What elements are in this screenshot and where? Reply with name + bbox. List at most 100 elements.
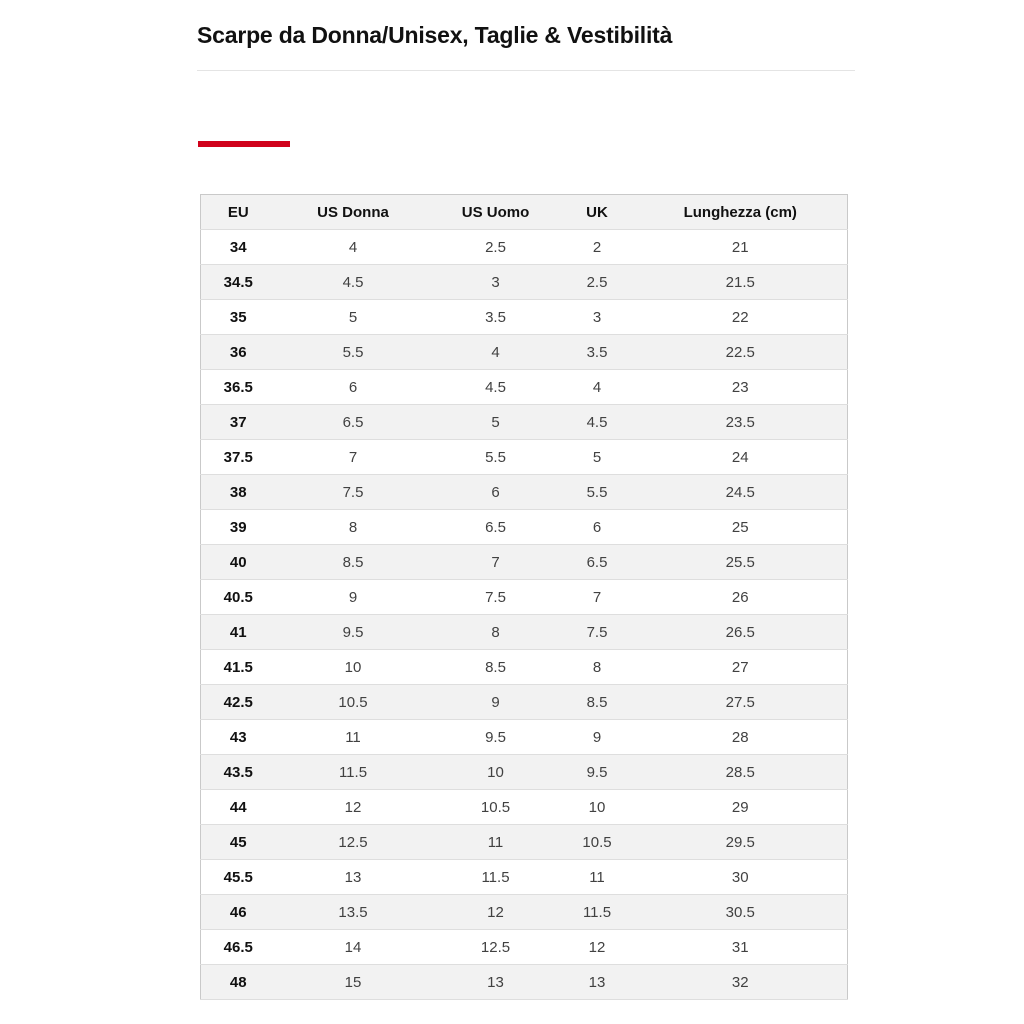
table-row: 34 4 2.5 2 21: [200, 229, 848, 266]
cell-value: 12.5: [430, 929, 561, 966]
cell-value: 22.5: [633, 334, 848, 371]
table-row: 43.5 11.5 10 9.5 28.5: [200, 754, 848, 791]
cell-eu-size: 43: [200, 719, 276, 756]
cell-value: 25.5: [633, 544, 848, 581]
cell-value: 4: [430, 334, 561, 371]
cell-eu-size: 45.5: [200, 859, 276, 896]
cell-eu-size: 40.5: [200, 579, 276, 616]
cell-value: 4.5: [560, 404, 634, 441]
cell-value: 13: [560, 964, 634, 1001]
cell-eu-size: 35: [200, 299, 276, 336]
cell-value: 8: [560, 649, 634, 686]
cell-eu-size: 44: [200, 789, 276, 826]
cell-value: 3: [560, 299, 634, 336]
cell-value: 30.5: [633, 894, 848, 931]
cell-value: 5.5: [275, 334, 431, 371]
cell-value: 28: [633, 719, 848, 756]
cell-value: 25: [633, 509, 848, 546]
cell-eu-size: 34: [200, 229, 276, 266]
cell-value: 6: [560, 509, 634, 546]
cell-eu-size: 38: [200, 474, 276, 511]
cell-value: 3.5: [430, 299, 561, 336]
cell-value: 9.5: [560, 754, 634, 791]
cell-value: 4: [560, 369, 634, 406]
table-row: 41.5 10 8.5 8 27: [200, 649, 848, 686]
table-row: 46.5 14 12.5 12 31: [200, 929, 848, 966]
cell-value: 10.5: [275, 684, 431, 721]
cell-eu-size: 41.5: [200, 649, 276, 686]
cell-value: 12: [275, 789, 431, 826]
cell-value: 4: [275, 229, 431, 266]
cell-value: 26.5: [633, 614, 848, 651]
cell-value: 21.5: [633, 264, 848, 301]
cell-eu-size: 36.5: [200, 369, 276, 406]
cell-value: 9.5: [430, 719, 561, 756]
cell-value: 10: [430, 754, 561, 791]
cell-value: 14: [275, 929, 431, 966]
cell-value: 28.5: [633, 754, 848, 791]
column-header-lunghezza: Lunghezza (cm): [633, 194, 848, 231]
size-chart-header: EU US Donna US Uomo UK Lunghezza (cm): [200, 194, 848, 231]
cell-eu-size: 48: [200, 964, 276, 1001]
cell-value: 4.5: [430, 369, 561, 406]
table-row: 40.5 9 7.5 7 26: [200, 579, 848, 616]
cell-value: 10: [275, 649, 431, 686]
cell-value: 5.5: [560, 474, 634, 511]
cell-value: 22: [633, 299, 848, 336]
cell-value: 3.5: [560, 334, 634, 371]
cell-value: 8.5: [560, 684, 634, 721]
cell-value: 11: [430, 824, 561, 861]
cell-eu-size: 46: [200, 894, 276, 931]
cell-value: 6.5: [560, 544, 634, 581]
cell-value: 7.5: [430, 579, 561, 616]
cell-value: 5: [430, 404, 561, 441]
cell-value: 5.5: [430, 439, 561, 476]
cell-value: 11: [560, 859, 634, 896]
cell-value: 26: [633, 579, 848, 616]
table-row: 37 6.5 5 4.5 23.5: [200, 404, 848, 441]
cell-value: 12: [560, 929, 634, 966]
table-row: 37.5 7 5.5 5 24: [200, 439, 848, 476]
cell-value: 13.5: [275, 894, 431, 931]
cell-eu-size: 37: [200, 404, 276, 441]
cell-value: 11: [275, 719, 431, 756]
section-divider: [197, 70, 855, 72]
cell-value: 13: [275, 859, 431, 896]
cell-value: 4.5: [275, 264, 431, 301]
table-row: 39 8 6.5 6 25: [200, 509, 848, 546]
cell-value: 7: [430, 544, 561, 581]
table-row: 44 12 10.5 10 29: [200, 789, 848, 826]
table-row: 48 15 13 13 32: [200, 964, 848, 1001]
table-row: 35 5 3.5 3 22: [200, 299, 848, 336]
column-header-us-donna: US Donna: [275, 194, 431, 231]
cell-value: 31: [633, 929, 848, 966]
cell-value: 2: [560, 229, 634, 266]
table-row: 34.5 4.5 3 2.5 21.5: [200, 264, 848, 301]
cell-eu-size: 40: [200, 544, 276, 581]
cell-value: 7.5: [275, 474, 431, 511]
cell-value: 29.5: [633, 824, 848, 861]
cell-eu-size: 41: [200, 614, 276, 651]
cell-value: 2.5: [430, 229, 561, 266]
cell-value: 24.5: [633, 474, 848, 511]
table-row: 41 9.5 8 7.5 26.5: [200, 614, 848, 651]
cell-value: 5: [275, 299, 431, 336]
table-row: 38 7.5 6 5.5 24.5: [200, 474, 848, 511]
column-header-uk: UK: [560, 194, 634, 231]
table-row: 45 12.5 11 10.5 29.5: [200, 824, 848, 861]
table-row: 36 5.5 4 3.5 22.5: [200, 334, 848, 371]
cell-value: 8: [275, 509, 431, 546]
cell-value: 13: [430, 964, 561, 1001]
cell-value: 3: [430, 264, 561, 301]
cell-eu-size: 45: [200, 824, 276, 861]
column-header-us-uomo: US Uomo: [430, 194, 561, 231]
page-title: Scarpe da Donna/Unisex, Taglie & Vestibi…: [197, 22, 673, 48]
cell-value: 12: [430, 894, 561, 931]
cell-value: 32: [633, 964, 848, 1001]
cell-value: 6.5: [275, 404, 431, 441]
cell-value: 30: [633, 859, 848, 896]
cell-value: 11.5: [560, 894, 634, 931]
size-chart-table: EU US Donna US Uomo UK Lunghezza (cm) 34…: [200, 194, 848, 1001]
cell-eu-size: 39: [200, 509, 276, 546]
cell-value: 7: [275, 439, 431, 476]
